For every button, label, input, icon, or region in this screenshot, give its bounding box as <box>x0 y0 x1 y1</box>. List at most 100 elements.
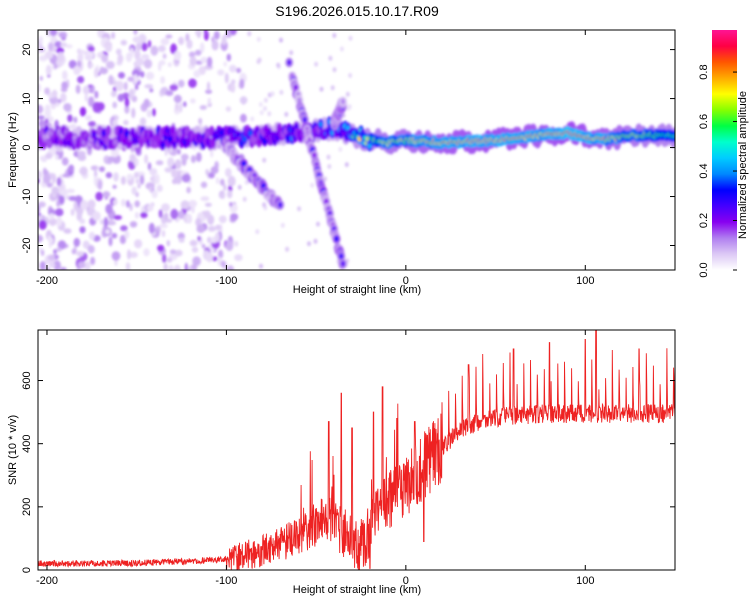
ridge-core <box>210 140 216 146</box>
noise-blob <box>204 202 212 207</box>
noise-blob <box>105 61 115 69</box>
noise-blob <box>105 172 113 179</box>
noise-blob <box>39 261 46 270</box>
noise-blob <box>145 71 155 80</box>
noise-blob <box>344 162 349 168</box>
noise-blob <box>113 215 123 220</box>
noise-blob <box>45 64 52 76</box>
noise-blob <box>316 221 320 227</box>
noise-blob <box>112 101 118 109</box>
noise-blob <box>186 214 191 224</box>
noise-blob <box>200 196 210 202</box>
colorbar-tick-label: 0.4 <box>698 163 710 178</box>
noise-blob <box>74 116 78 124</box>
noise-blob <box>162 53 167 59</box>
noise-blob <box>240 113 247 123</box>
noise-blob <box>169 249 177 255</box>
noise-blob <box>180 200 190 210</box>
ridge-core <box>219 129 224 136</box>
noise-blob <box>139 117 147 126</box>
noise-blob <box>247 31 252 37</box>
noise-blob <box>224 72 229 84</box>
noise-blob <box>151 175 156 186</box>
noise-blob <box>54 41 62 48</box>
ridge-core <box>146 139 151 146</box>
noise-blob <box>157 244 165 252</box>
noise-blob <box>50 35 56 44</box>
branch-core <box>340 260 346 267</box>
noise-blob <box>203 210 211 219</box>
noise-blob <box>60 267 67 270</box>
x-tick-label: -100 <box>215 575 237 587</box>
noise-blob <box>193 70 201 78</box>
noise-blob <box>56 47 65 54</box>
noise-blob <box>160 76 166 84</box>
noise-blob <box>67 114 73 123</box>
figure-title: S196.2026.015.10.17.R09 <box>275 3 439 19</box>
noise-blob <box>173 50 182 61</box>
noise-blob <box>178 36 185 46</box>
noise-blob <box>168 264 174 270</box>
noise-blob <box>77 261 86 269</box>
noise-blob <box>144 84 154 89</box>
noise-blob <box>181 173 191 183</box>
noise-blob <box>124 105 130 114</box>
noise-blob <box>149 88 154 93</box>
noise-blob <box>205 169 209 176</box>
noise-blob <box>226 53 231 62</box>
noise-blob <box>158 61 162 72</box>
spectrogram-frame <box>37 29 676 271</box>
noise-blob <box>171 169 179 178</box>
noise-blob <box>195 152 202 163</box>
x-tick-label: 0 <box>403 575 409 587</box>
noise-blob <box>259 110 264 116</box>
noise-blob <box>52 46 57 53</box>
noise-blob <box>128 89 134 100</box>
noise-blob <box>123 119 129 126</box>
branch-core <box>339 253 344 260</box>
noise-blob <box>138 33 147 45</box>
noise-blob <box>115 80 124 92</box>
ridge-core <box>106 128 111 134</box>
noise-blob <box>58 31 68 38</box>
noise-blob <box>155 160 164 166</box>
noise-blob <box>280 222 285 228</box>
noise-blob <box>192 256 201 267</box>
noise-blob <box>178 237 185 243</box>
noise-blob <box>155 173 160 185</box>
ridge-core <box>91 131 97 138</box>
noise-blob <box>124 230 130 239</box>
noise-blob <box>58 194 65 205</box>
noise-blob <box>164 167 173 173</box>
noise-blob <box>93 175 97 186</box>
noise-blob <box>230 83 236 93</box>
noise-blob <box>44 51 54 60</box>
noise-blob <box>167 62 172 68</box>
noise-blob <box>180 153 189 161</box>
noise-blob <box>256 36 261 42</box>
ridge-core <box>205 130 210 136</box>
ridge-core <box>139 139 144 145</box>
snr-panel: -200 -100 0 100 0 200 400 600 Height of straig… <box>7 329 676 596</box>
noise-blob <box>148 222 155 234</box>
noise-blob <box>174 102 179 111</box>
noise-blob <box>166 240 170 247</box>
noise-blob <box>117 93 125 102</box>
noise-blob <box>218 215 227 224</box>
branch-core <box>287 59 292 66</box>
noise-blob <box>146 109 152 118</box>
noise-blob <box>62 70 68 80</box>
noise-blob <box>147 162 152 171</box>
noise-blob <box>205 252 214 263</box>
noise-blob <box>129 221 138 228</box>
ridge-core <box>54 137 59 144</box>
noise-blob <box>108 74 114 86</box>
y-tick-label: -20 <box>21 238 33 254</box>
noise-blob <box>188 51 196 58</box>
noise-blob <box>98 180 103 191</box>
noise-blob <box>143 59 153 69</box>
noise-blob <box>63 228 72 234</box>
noise-blob <box>94 90 99 99</box>
noise-blob <box>150 45 159 56</box>
noise-blob <box>107 156 115 162</box>
